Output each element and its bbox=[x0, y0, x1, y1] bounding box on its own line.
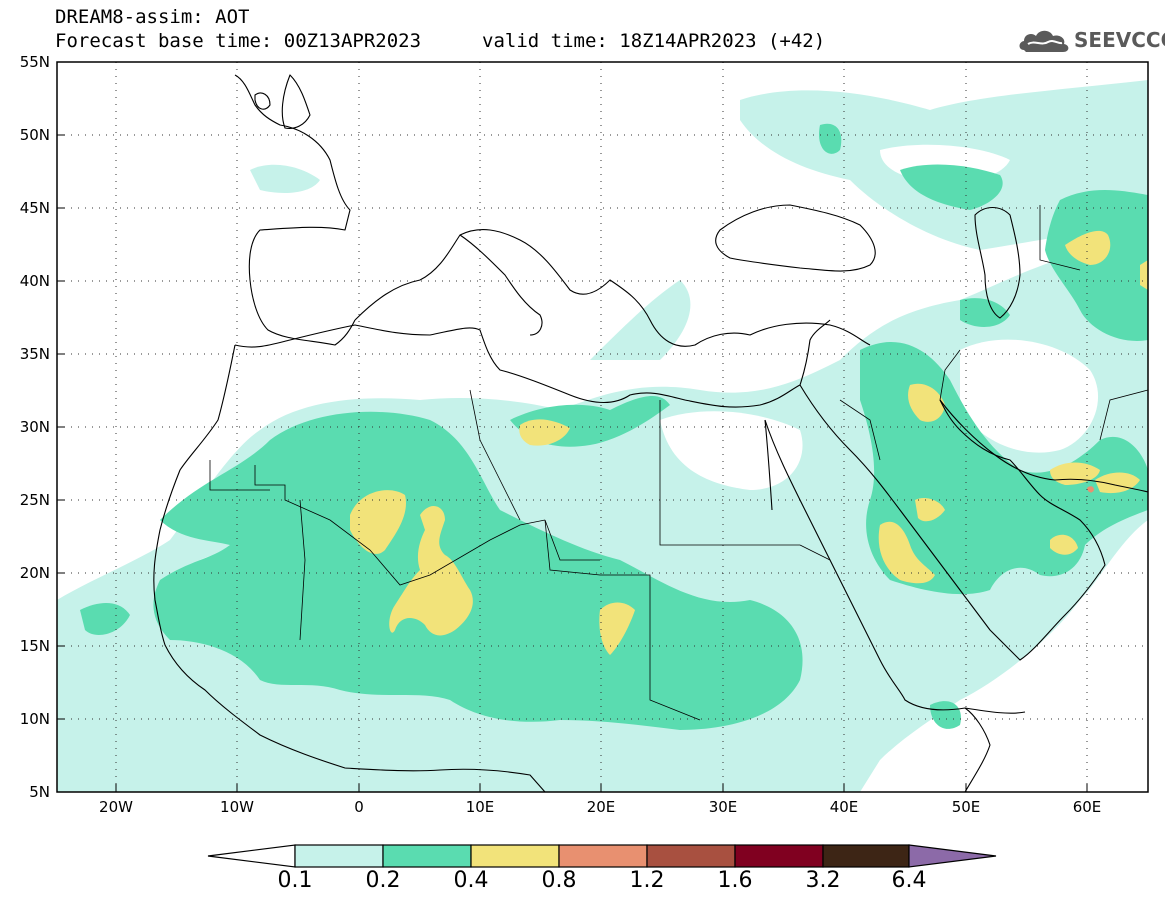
aot-contour-0.2 bbox=[80, 123, 1148, 730]
valid-time: valid time: 18Z14APR2023 (+42) bbox=[482, 30, 826, 52]
lat-label: 50N bbox=[19, 126, 50, 144]
lat-label: 55N bbox=[19, 53, 50, 71]
lon-label: 20E bbox=[586, 798, 616, 816]
lon-label: 40E bbox=[829, 798, 859, 816]
colorbar-label: 1.2 bbox=[629, 868, 665, 893]
coastlines bbox=[153, 74, 1148, 792]
aot-contour-0.8 bbox=[1087, 486, 1094, 493]
colorbar-label: 0.1 bbox=[277, 868, 313, 893]
lat-label: 35N bbox=[19, 345, 50, 363]
lat-label: 20N bbox=[19, 564, 50, 582]
colorbar-label: 1.6 bbox=[717, 868, 753, 893]
lon-label: 50E bbox=[951, 798, 981, 816]
colorbar-label: 6.4 bbox=[891, 868, 927, 893]
lat-label: 40N bbox=[19, 272, 50, 290]
lat-label: 25N bbox=[19, 491, 50, 509]
gridlines bbox=[57, 62, 1148, 792]
lat-label: 5N bbox=[29, 783, 50, 801]
lon-label: 10E bbox=[465, 798, 495, 816]
lon-label: 0 bbox=[354, 798, 364, 816]
forecast-base-time: Forecast base time: 00Z13APR2023 bbox=[55, 30, 422, 52]
lon-label: 30E bbox=[708, 798, 738, 816]
map-title: DREAM8-assim: AOT bbox=[55, 6, 250, 28]
colorbar-label: 0.8 bbox=[541, 868, 577, 893]
borders bbox=[209, 205, 1148, 721]
colorbar-label: 3.2 bbox=[805, 868, 841, 893]
lat-label: 30N bbox=[19, 418, 50, 436]
seevccc-logo: SEEVCCC bbox=[1016, 24, 1165, 58]
logo-text: SEEVCCC bbox=[1074, 28, 1165, 52]
lon-label: 60E bbox=[1072, 798, 1102, 816]
cloud-logo-icon bbox=[1019, 30, 1069, 52]
lat-label: 15N bbox=[19, 637, 50, 655]
lat-label: 10N bbox=[19, 710, 50, 728]
colorbar-label: 0.4 bbox=[453, 868, 489, 893]
lon-label: 10W bbox=[220, 798, 254, 816]
colorbar-label: 0.2 bbox=[365, 868, 401, 893]
lon-label: 20W bbox=[99, 798, 133, 816]
lat-label: 45N bbox=[19, 199, 50, 217]
aot-contour-0.4 bbox=[350, 230, 1148, 655]
tick-marks bbox=[57, 134, 1088, 792]
